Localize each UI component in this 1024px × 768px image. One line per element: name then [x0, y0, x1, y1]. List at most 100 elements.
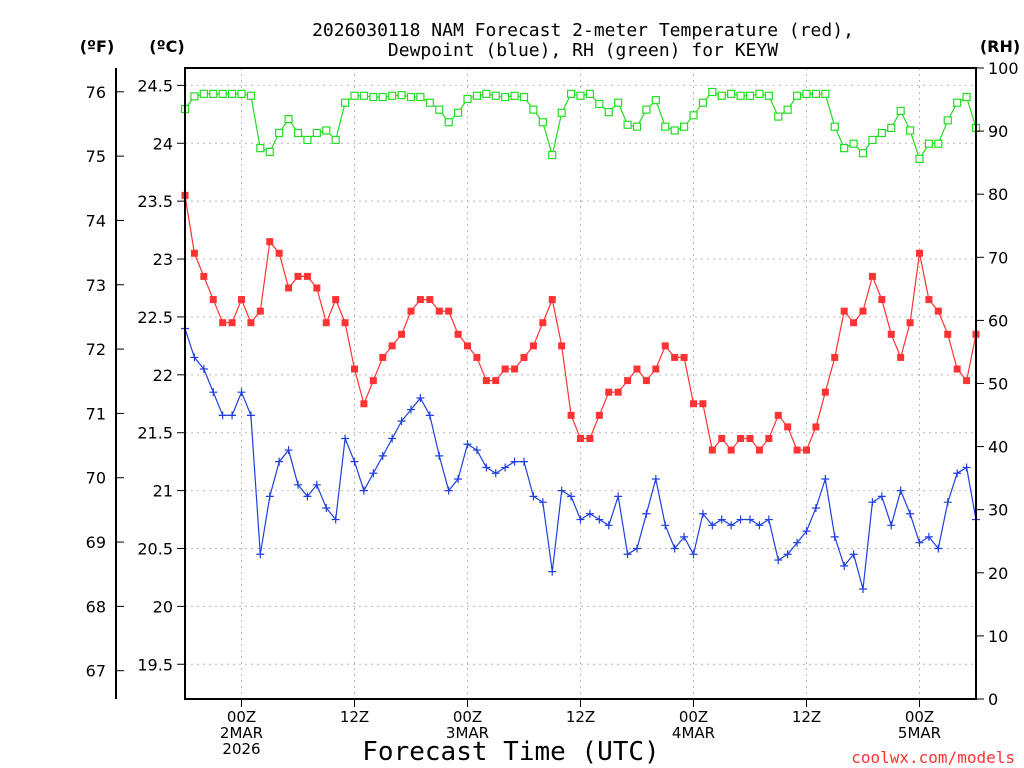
temperature-point	[652, 365, 660, 373]
temperature-point	[294, 272, 302, 280]
temperature-point	[577, 434, 584, 442]
rh-point	[604, 108, 613, 117]
rh-point	[943, 116, 952, 125]
tick-label-f: 74	[86, 211, 106, 230]
dewpoint-point	[906, 509, 915, 518]
tick-label-f: 71	[86, 404, 106, 423]
dewpoint-point	[736, 515, 745, 524]
tick-label-x: 2026	[222, 740, 260, 758]
rh-point	[529, 105, 538, 114]
temperature-point	[784, 423, 792, 431]
tick-label-c: 20	[153, 597, 173, 616]
dewpoint-point	[642, 509, 651, 518]
temperature-point	[313, 284, 321, 292]
temperature-point	[445, 307, 453, 315]
rh-point	[576, 91, 585, 100]
temperature-point	[322, 319, 330, 327]
temperature-point	[925, 296, 933, 304]
temperature-point	[351, 365, 358, 373]
temperature-point	[529, 342, 537, 350]
rh-point	[209, 89, 218, 98]
rh-point	[256, 144, 265, 153]
temperature-point	[765, 434, 773, 442]
tick-label-rh: 100	[988, 59, 1019, 78]
tick-label-rh: 80	[988, 185, 1008, 204]
credit-text: coolwx.com/models	[851, 748, 1015, 767]
temperature-point	[916, 249, 923, 257]
temperature-point	[624, 377, 632, 385]
rh-point	[435, 105, 444, 114]
rh-point	[265, 147, 274, 157]
fahrenheit-unit-label: (ºF)	[80, 37, 115, 56]
temperature-point	[642, 377, 650, 385]
rh-point	[350, 91, 359, 100]
dewpoint-point	[548, 567, 557, 576]
temperature-point	[435, 307, 443, 315]
dewpoint-point	[746, 515, 754, 524]
temperature-point	[398, 330, 406, 338]
dewpoint-point	[623, 550, 632, 559]
temperature-point	[661, 342, 669, 350]
tick-label-x: 3MAR	[446, 724, 489, 742]
temperature-point	[266, 238, 274, 246]
temperature-point	[256, 307, 264, 315]
dewpoint-point	[350, 457, 359, 466]
tick-label-f: 76	[86, 83, 106, 102]
tick-label-f: 69	[86, 533, 106, 552]
dewpoint-point	[783, 550, 792, 559]
dewpoint-point	[397, 417, 406, 426]
rh-point	[792, 91, 802, 100]
dewpoint-point	[359, 486, 368, 495]
temperature-point	[821, 388, 829, 396]
temperature-point	[690, 400, 697, 408]
dewpoint-point	[651, 475, 660, 484]
temperature-point	[303, 272, 311, 280]
rh-point	[463, 94, 472, 104]
dewpoint-point	[943, 498, 952, 507]
temperature-point	[200, 272, 208, 280]
rh-point	[736, 91, 745, 100]
rh-point	[359, 91, 369, 100]
temperature-point	[379, 353, 387, 361]
chart-title-line2: Dewpoint (blue), RH (green) for KEYW	[388, 40, 778, 61]
temperature-point	[360, 400, 368, 408]
tick-label-x: 00Z	[227, 708, 256, 726]
dewpoint-point	[199, 365, 208, 374]
rh-point	[322, 126, 331, 135]
rh-point	[868, 135, 877, 145]
rh-point	[585, 89, 595, 98]
rh-point	[802, 89, 811, 98]
rh-point	[614, 98, 623, 107]
rh-point	[519, 92, 529, 102]
dewpoint-point	[614, 492, 623, 501]
dewpoint-point	[284, 446, 293, 455]
dewpoint-point	[934, 544, 943, 553]
chart-title-line1: 2026030118 NAM Forecast 2-meter Temperat…	[312, 20, 854, 41]
temperature-point	[369, 377, 377, 385]
rh-point	[566, 89, 576, 98]
temperature-point	[209, 296, 217, 304]
tick-label-c: 24	[153, 134, 173, 153]
rh-point	[557, 108, 566, 117]
tick-label-x: 4MAR	[672, 724, 715, 742]
dewpoint-point	[689, 550, 698, 559]
dewpoint-point	[190, 353, 199, 362]
temperature-point	[501, 365, 509, 373]
temperature-point	[219, 319, 227, 327]
rh-point	[388, 91, 397, 100]
temperature-point	[803, 446, 810, 454]
temperature-point	[520, 353, 528, 361]
dewpoint-point	[802, 527, 811, 536]
temperature-point	[953, 365, 961, 373]
rh-point	[369, 92, 378, 102]
rh-point	[190, 92, 199, 101]
rh-point	[312, 128, 321, 138]
temperature-point	[595, 411, 603, 419]
rh-point	[915, 154, 924, 163]
temperature-point	[614, 388, 622, 396]
rh-point	[340, 98, 350, 107]
dewpoint-point	[312, 480, 321, 489]
temperature-point	[492, 377, 500, 385]
temperature-point	[539, 319, 547, 327]
tick-label-c: 24.5	[137, 76, 173, 95]
